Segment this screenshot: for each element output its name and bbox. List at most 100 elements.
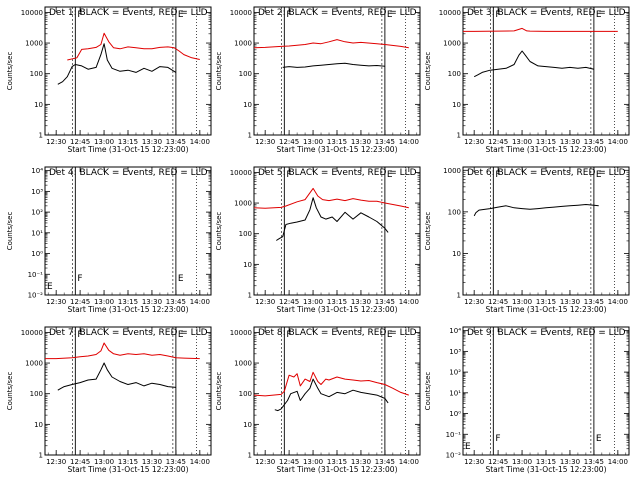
- x-axis-label: Start Time (31-Oct-15 12:23:00): [67, 465, 188, 474]
- marker-e-label: E: [596, 434, 602, 444]
- x-axis-label: Start Time (31-Oct-15 12:23:00): [485, 465, 606, 474]
- x-tick-label: 12:45: [279, 138, 299, 146]
- x-tick-label: 12:45: [70, 298, 90, 306]
- chart-title: Det 9: BLACK = Events, RED = LLD: [467, 328, 626, 338]
- x-tick-label: 13:15: [327, 298, 347, 306]
- marker-f-label: F: [495, 434, 500, 444]
- y-tick-label: 1000: [25, 40, 43, 48]
- y-tick-label: 10: [452, 250, 461, 258]
- y-tick-label: 10: [243, 261, 252, 269]
- x-tick-label: 13:30: [560, 298, 580, 306]
- y-tick-label: 1: [39, 452, 43, 460]
- x-tick-label: 12:45: [488, 458, 508, 466]
- y-tick-label: 10000: [21, 329, 43, 337]
- lld-series-line: [463, 27, 618, 32]
- y-tick-label: 10000: [230, 9, 252, 17]
- y-tick-label: 1000: [443, 40, 461, 48]
- chart-title: Det 6: BLACK = Events, RED = LLD: [467, 168, 626, 178]
- y-tick-label: 1: [457, 132, 461, 140]
- chart-det-6: Det 6: BLACK = Events, RED = LLD 1 10 100 10…: [424, 166, 630, 314]
- x-tick-label: 14:00: [190, 458, 210, 466]
- x-tick-label: 13:45: [166, 138, 186, 146]
- marker-e-label: E: [178, 330, 184, 340]
- y-tick-label: 10000: [21, 9, 43, 17]
- x-tick-label: 13:15: [118, 138, 138, 146]
- x-tick-label: 13:30: [351, 298, 371, 306]
- x-tick-label: 12:30: [464, 458, 484, 466]
- lld-series-line: [45, 342, 200, 360]
- events-series-line: [282, 62, 385, 68]
- x-tick-label: 13:45: [584, 138, 604, 146]
- x-tick-label: 13:45: [584, 298, 604, 306]
- x-tick-label: 13:15: [536, 138, 556, 146]
- x-tick-label: 14:00: [608, 138, 628, 146]
- plot-frame: [462, 166, 630, 296]
- x-axis-label: Start Time (31-Oct-15 12:23:00): [276, 465, 397, 474]
- y-tick-label: 1: [248, 292, 252, 300]
- marker-e-label-left: E: [47, 282, 53, 292]
- marker-f-label: F: [77, 10, 82, 20]
- y-tick-label: 10000: [230, 329, 252, 337]
- x-tick-label: 13:30: [142, 138, 162, 146]
- marker-f-label: F: [77, 330, 82, 340]
- x-tick-label: 12:45: [70, 458, 90, 466]
- marker-f-label: F: [286, 330, 291, 340]
- chart-title: Det 3: BLACK = Events, RED = LLD: [467, 8, 626, 18]
- y-tick-label: 100: [239, 390, 252, 398]
- events-series-line: [57, 362, 176, 391]
- x-axis-label: Start Time (31-Oct-15 12:23:00): [67, 305, 188, 314]
- x-tick-label: 13:00: [94, 138, 114, 146]
- marker-f-label: F: [286, 10, 291, 20]
- plot-frame: [253, 326, 421, 456]
- y-tick-label: 10⁻²: [446, 452, 462, 460]
- x-axis-label: Start Time (31-Oct-15 12:23:00): [276, 305, 397, 314]
- x-tick-label: 13:15: [536, 458, 556, 466]
- x-tick-label: 13:30: [142, 298, 162, 306]
- plot-frame: [44, 326, 212, 456]
- y-tick-label: 1000: [234, 200, 252, 208]
- chart-title: Det 7: BLACK = Events, RED = LLD: [49, 328, 208, 338]
- x-tick-label: 12:30: [46, 298, 66, 306]
- chart-det-1: Det 1: BLACK = Events, RED = LLD 1 10 100 10…: [6, 6, 212, 154]
- events-series-line: [473, 204, 599, 217]
- plot-frame: [253, 166, 421, 296]
- x-tick-label: 13:45: [375, 458, 395, 466]
- y-tick-label: 1000: [234, 360, 252, 368]
- x-tick-label: 12:30: [255, 138, 275, 146]
- x-tick-label: 12:30: [46, 458, 66, 466]
- x-tick-label: 12:45: [279, 298, 299, 306]
- lld-series-line: [253, 39, 409, 49]
- x-tick-label: 12:30: [255, 458, 275, 466]
- chart-det-2: Det 2: BLACK = Events, RED = LLD 1 10 100 10…: [215, 6, 421, 154]
- x-tick-label: 13:30: [351, 138, 371, 146]
- marker-e-label: E: [596, 170, 602, 180]
- y-tick-label: 10⁴: [449, 327, 461, 335]
- marker-e-label: E: [387, 10, 393, 20]
- y-tick-label: 10¹: [449, 389, 461, 397]
- y-tick-label: 10⁰: [449, 410, 461, 418]
- plot-frame: [44, 166, 212, 296]
- y-tick-label: 10⁴: [31, 167, 43, 175]
- chart-det-7: Det 7: BLACK = Events, RED = LLD 1 10 100 10…: [6, 326, 212, 474]
- chart-title: Det 8: BLACK = Events, RED = LLD: [258, 328, 417, 338]
- chart-title: Det 4: BLACK = Events, RED = LLD: [49, 168, 208, 178]
- chart-det-4: Det 4: BLACK = Events, RED = LLD 10⁻² 10⁻¹…: [6, 166, 212, 314]
- x-tick-label: 14:00: [399, 458, 419, 466]
- x-tick-label: 13:00: [94, 458, 114, 466]
- x-tick-label: 12:30: [464, 138, 484, 146]
- x-tick-label: 13:45: [166, 298, 186, 306]
- chart-title: Det 2: BLACK = Events, RED = LLD: [258, 8, 417, 18]
- y-tick-label: 1000: [443, 167, 461, 175]
- x-tick-label: 13:45: [375, 298, 395, 306]
- x-tick-label: 13:00: [512, 298, 532, 306]
- x-tick-label: 13:45: [375, 138, 395, 146]
- x-tick-label: 13:15: [327, 138, 347, 146]
- y-axis-label: Counts/sec: [6, 212, 14, 251]
- y-axis-label: Counts/sec: [6, 372, 14, 411]
- marker-e-label: E: [596, 10, 602, 20]
- x-tick-label: 13:15: [118, 458, 138, 466]
- marker-e-label-left: E: [465, 442, 471, 452]
- x-tick-label: 13:45: [584, 458, 604, 466]
- x-tick-label: 13:30: [351, 458, 371, 466]
